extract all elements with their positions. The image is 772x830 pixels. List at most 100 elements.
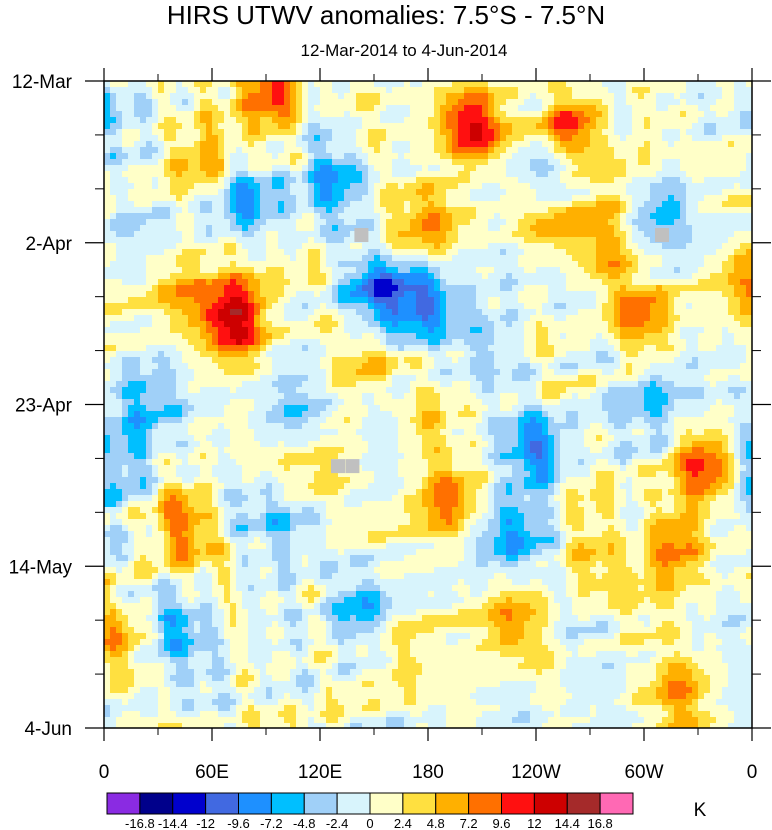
anomaly-cell <box>458 279 465 286</box>
anomaly-cell <box>212 243 219 250</box>
anomaly-cell <box>416 105 423 112</box>
anomaly-cell <box>650 207 657 214</box>
anomaly-cell <box>356 219 363 226</box>
anomaly-cell <box>554 87 561 94</box>
anomaly-cell <box>128 81 135 88</box>
anomaly-cell <box>200 183 207 190</box>
anomaly-cell <box>560 321 567 328</box>
anomaly-cell <box>170 279 177 286</box>
anomaly-cell <box>536 165 543 172</box>
anomaly-cell <box>692 165 699 172</box>
anomaly-cell <box>722 213 729 220</box>
anomaly-cell <box>596 351 603 358</box>
anomaly-cell <box>416 345 423 352</box>
anomaly-cell <box>230 243 237 250</box>
anomaly-cell <box>302 267 309 274</box>
anomaly-cell <box>500 273 507 280</box>
anomaly-cell <box>104 213 111 220</box>
anomaly-cell <box>344 189 351 196</box>
anomaly-cell <box>740 135 747 142</box>
anomaly-cell <box>182 123 189 130</box>
anomaly-cell <box>584 339 591 346</box>
anomaly-cell <box>344 159 351 166</box>
anomaly-cell <box>422 129 429 136</box>
anomaly-cell <box>152 267 159 274</box>
anomaly-cell <box>584 87 591 94</box>
anomaly-cell <box>602 81 609 88</box>
anomaly-cell <box>740 117 747 124</box>
anomaly-cell <box>638 147 645 154</box>
anomaly-cell <box>710 201 717 208</box>
anomaly-cell <box>380 207 387 214</box>
anomaly-cell <box>284 117 291 124</box>
anomaly-cell <box>560 303 567 310</box>
anomaly-cell <box>278 135 285 142</box>
anomaly-cell <box>320 273 327 280</box>
anomaly-cell <box>626 297 633 304</box>
anomaly-cell <box>548 219 555 226</box>
anomaly-cell <box>170 231 177 238</box>
anomaly-cell <box>134 129 141 136</box>
anomaly-cell <box>104 255 111 262</box>
anomaly-cell <box>476 279 483 286</box>
anomaly-cell <box>410 189 417 196</box>
anomaly-cell <box>134 225 141 232</box>
anomaly-cell <box>230 99 237 106</box>
anomaly-cell <box>386 141 393 148</box>
anomaly-cell <box>584 135 591 142</box>
anomaly-cell <box>692 225 699 232</box>
anomaly-cell <box>482 249 489 256</box>
anomaly-cell <box>116 147 123 154</box>
anomaly-cell <box>272 231 279 238</box>
anomaly-cell <box>572 309 579 316</box>
anomaly-cell <box>458 147 465 154</box>
anomaly-cell <box>584 147 591 154</box>
anomaly-cell <box>536 105 543 112</box>
anomaly-cell <box>704 267 711 274</box>
anomaly-cell <box>626 273 633 280</box>
anomaly-cell <box>272 99 279 106</box>
anomaly-cell <box>194 171 201 178</box>
anomaly-cell <box>206 321 213 328</box>
anomaly-cell <box>428 291 435 298</box>
anomaly-cell <box>218 111 225 118</box>
anomaly-cell <box>638 321 645 328</box>
anomaly-cell <box>512 147 519 154</box>
anomaly-cell <box>494 237 501 244</box>
anomaly-cell <box>146 273 153 280</box>
anomaly-cell <box>212 111 219 118</box>
anomaly-cell <box>596 225 603 232</box>
anomaly-cell <box>242 159 249 166</box>
anomaly-cell <box>596 333 603 340</box>
anomaly-cell <box>152 159 159 166</box>
anomaly-cell <box>266 309 273 316</box>
anomaly-cell <box>218 105 225 112</box>
anomaly-cell <box>212 327 219 334</box>
anomaly-cell <box>680 249 687 256</box>
anomaly-cell <box>458 309 465 316</box>
anomaly-cell <box>254 105 261 112</box>
anomaly-cell <box>710 183 717 190</box>
anomaly-cell <box>668 147 675 154</box>
anomaly-cell <box>650 285 657 292</box>
anomaly-cell <box>356 87 363 94</box>
anomaly-cell <box>680 321 687 328</box>
anomaly-cell <box>470 303 477 310</box>
anomaly-cell <box>206 315 213 322</box>
anomaly-cell <box>620 351 627 358</box>
anomaly-cell <box>350 129 357 136</box>
anomaly-cell <box>740 141 747 148</box>
anomaly-cell <box>242 243 249 250</box>
anomaly-cell <box>656 333 663 340</box>
anomaly-cell <box>632 279 639 286</box>
anomaly-cell <box>596 99 603 106</box>
anomaly-cell <box>548 165 555 172</box>
anomaly-cell <box>134 249 141 256</box>
anomaly-cell <box>386 249 393 256</box>
anomaly-cell <box>164 303 171 310</box>
anomaly-cell <box>488 225 495 232</box>
anomaly-cell <box>614 231 621 238</box>
anomaly-cell <box>710 87 717 94</box>
anomaly-cell <box>464 285 471 292</box>
anomaly-cell <box>224 183 231 190</box>
